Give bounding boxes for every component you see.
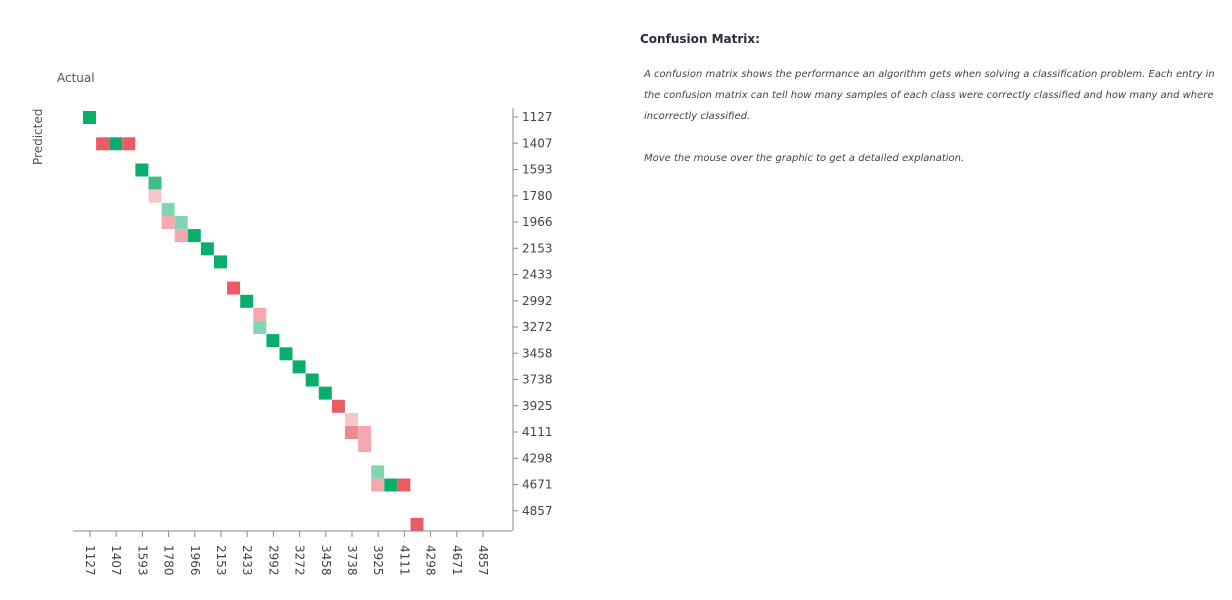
x-tick-label: 2992 <box>266 545 280 576</box>
x-tick-label: 3458 <box>319 545 333 576</box>
y-tick-label: 2992 <box>522 294 553 308</box>
matrix-cells[interactable] <box>83 111 424 531</box>
x-tick-label: 3925 <box>371 545 385 576</box>
matrix-cell[interactable] <box>109 137 123 151</box>
matrix-cell[interactable] <box>83 111 96 124</box>
matrix-cell[interactable] <box>96 137 110 151</box>
matrix-cell[interactable] <box>161 216 175 229</box>
y-tick-label: 1966 <box>522 215 553 229</box>
info-hint: Move the mouse over the graphic to get a… <box>644 153 965 164</box>
info-description: A confusion matrix shows the performance… <box>644 69 1215 122</box>
matrix-cell[interactable] <box>253 307 267 321</box>
matrix-cell[interactable] <box>253 321 267 334</box>
matrix-cell[interactable] <box>371 478 385 492</box>
x-tick-label: 1593 <box>135 545 149 576</box>
info-heading: Confusion Matrix: <box>640 32 760 46</box>
matrix-cell[interactable] <box>371 465 385 479</box>
y-tick-label: 1127 <box>522 110 553 124</box>
info-panel: Confusion Matrix: A confusion matrix sho… <box>640 32 1225 169</box>
x-tick-label: 3738 <box>345 545 359 576</box>
matrix-cell[interactable] <box>174 216 188 229</box>
x-tick-label: 1780 <box>162 545 176 576</box>
matrix-cell[interactable] <box>174 229 188 243</box>
x-tick-label: 4111 <box>397 545 411 576</box>
x-tick-label: 4298 <box>424 545 438 576</box>
y-tick-label: 1593 <box>522 163 553 177</box>
matrix-cell[interactable] <box>161 202 175 216</box>
y-tick-label: 1780 <box>522 189 553 203</box>
matrix-cell[interactable] <box>148 189 162 203</box>
y-tick-label: 3738 <box>522 373 553 387</box>
y-tick-label: 3925 <box>522 399 553 413</box>
matrix-cell[interactable] <box>331 399 345 413</box>
matrix-cell[interactable] <box>358 439 372 453</box>
x-tick-label: 1966 <box>188 545 202 576</box>
matrix-cell[interactable] <box>240 294 254 308</box>
matrix-cell[interactable] <box>384 478 398 492</box>
matrix-cell[interactable] <box>410 517 424 531</box>
matrix-cell[interactable] <box>122 137 136 151</box>
y-tick-label: 4111 <box>522 425 553 439</box>
y-tick-label: 3272 <box>522 320 553 334</box>
matrix-cell[interactable] <box>200 242 214 256</box>
matrix-cell[interactable] <box>214 255 227 269</box>
x-axis-title: Actual <box>57 71 95 85</box>
confusion-matrix-chart[interactable]: Actual Predicted 1127 1407 1593 1780 1966 215… <box>0 0 620 600</box>
y-tick-label: 2153 <box>522 241 553 255</box>
matrix-cell[interactable] <box>318 386 332 400</box>
y-tick-label: 4671 <box>522 478 553 492</box>
y-tick-label: 4857 <box>522 504 553 518</box>
matrix-cell[interactable] <box>397 478 411 492</box>
x-tick-label: 1407 <box>109 545 123 576</box>
y-axis-title: Predicted <box>31 109 45 165</box>
x-axis: 1127 1407 1593 1780 1966 2153 2433 2992 3272 3458… <box>73 530 512 576</box>
matrix-cell[interactable] <box>148 176 162 190</box>
matrix-cell[interactable] <box>292 360 306 374</box>
matrix-cell[interactable] <box>358 426 372 439</box>
x-tick-label: 2433 <box>240 545 254 576</box>
y-tick-label: 3458 <box>522 346 553 360</box>
x-tick-label: 4671 <box>450 545 464 576</box>
matrix-cell[interactable] <box>227 281 241 295</box>
y-axis: 1127 1407 1593 1780 1966 2153 2433 2992 3272 3458… <box>512 108 553 531</box>
matrix-cell[interactable] <box>305 373 319 387</box>
x-tick-label: 2153 <box>214 545 228 576</box>
x-tick-label: 4857 <box>476 545 490 576</box>
y-tick-label: 1407 <box>522 136 553 150</box>
matrix-cell[interactable] <box>135 163 149 177</box>
matrix-cell[interactable] <box>345 426 358 439</box>
matrix-cell[interactable] <box>279 347 293 361</box>
matrix-cell[interactable] <box>266 334 280 348</box>
y-tick-label: 4298 <box>522 451 553 465</box>
y-tick-label: 2433 <box>522 268 553 282</box>
x-tick-label: 1127 <box>83 545 97 576</box>
x-tick-label: 3272 <box>293 545 307 576</box>
matrix-cell[interactable] <box>345 412 358 426</box>
matrix-cell[interactable] <box>187 229 201 243</box>
